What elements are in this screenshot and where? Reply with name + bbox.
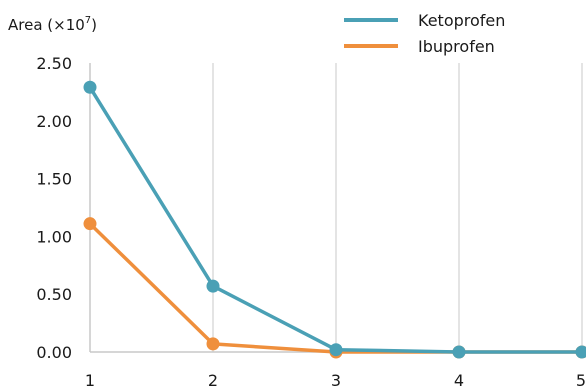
y-tick-label: 0.50 xyxy=(36,285,72,304)
y-axis-title-prefix: Area (×10 xyxy=(8,16,85,34)
data-point-ketoprofen xyxy=(575,345,586,359)
series-layer xyxy=(83,80,586,359)
y-axis-title-exponent: 7 xyxy=(85,15,91,26)
data-point-ketoprofen xyxy=(329,343,343,357)
y-tick-label: 0.00 xyxy=(36,343,72,362)
y-axis-title: Area (×107) xyxy=(8,15,97,34)
data-point-ketoprofen xyxy=(452,345,466,359)
x-tick-label: 3 xyxy=(331,371,341,390)
x-tick-label: 1 xyxy=(85,371,95,390)
legend-label-ibuprofen: Ibuprofen xyxy=(418,37,495,56)
x-tick-label: 2 xyxy=(208,371,218,390)
y-tick-label: 1.00 xyxy=(36,227,72,246)
y-tick-label: 2.00 xyxy=(36,112,72,131)
x-tick-label: 4 xyxy=(454,371,464,390)
grid-layer xyxy=(212,63,583,352)
data-point-ketoprofen xyxy=(83,80,97,94)
y-tick-label: 2.50 xyxy=(36,54,72,73)
axis-layer: 0.00 0.50 1.00 1.50 2.00 2.50 1 2 3 4 5 xyxy=(36,54,586,390)
data-point-ketoprofen xyxy=(206,279,220,293)
data-point-ibuprofen xyxy=(206,337,220,351)
y-axis-title-suffix: ) xyxy=(91,16,97,34)
y-tick-label: 1.50 xyxy=(36,170,72,189)
x-tick-label: 5 xyxy=(576,371,586,390)
legend-label-ketoprofen: Ketoprofen xyxy=(418,11,505,30)
legend: Ketoprofen Ibuprofen xyxy=(344,11,505,56)
data-point-ibuprofen xyxy=(83,217,97,231)
